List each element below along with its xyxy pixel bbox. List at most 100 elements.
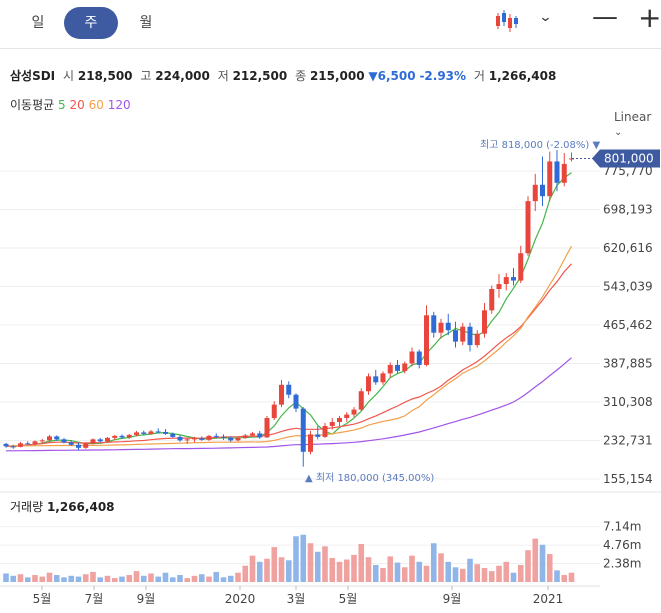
candle-body <box>221 436 226 438</box>
time-axis-label: 2020 <box>225 592 256 606</box>
volume-bar <box>438 553 444 582</box>
candle-body <box>112 435 118 438</box>
moving-average-legend[interactable]: 이동평균 5 20 60 120 <box>10 96 131 113</box>
tab-day[interactable]: 일 <box>31 15 45 31</box>
candle-body <box>141 432 147 434</box>
volume-bar <box>162 572 169 582</box>
volume-value: 1,266,408 <box>488 69 557 83</box>
chevron-down-icon[interactable]: ⌄ <box>538 10 553 25</box>
time-axis-label: 7월 <box>85 592 104 606</box>
candle-body <box>279 384 284 405</box>
volume-bar <box>445 561 452 582</box>
volume-bar <box>416 561 423 582</box>
volume-bar <box>235 572 241 582</box>
scale-selector[interactable]: Linear ⌄ <box>614 110 661 138</box>
volume-bar <box>46 572 53 582</box>
time-axis-label: 9월 <box>443 592 462 606</box>
candle-body <box>387 364 393 374</box>
tab-week[interactable]: 주 <box>64 7 118 39</box>
zoom-out-button[interactable]: — <box>592 2 618 32</box>
volume-axis-label: 7.14m <box>603 520 641 534</box>
price-axis-label: 387,885 <box>603 357 653 371</box>
volume-bar <box>61 577 67 582</box>
candle-body <box>155 431 161 433</box>
ma-120: 120 <box>107 98 131 112</box>
volume-bar <box>351 554 357 582</box>
price-axis-label: 775,770 <box>603 164 653 178</box>
candle-body <box>322 425 328 437</box>
candle-body <box>409 351 415 364</box>
volume-bar <box>561 575 568 582</box>
price-axis-label: 232,731 <box>603 434 653 448</box>
candle-body <box>54 436 60 440</box>
volume-bar <box>104 575 111 582</box>
candle-body <box>300 408 306 452</box>
candle-body <box>119 435 125 438</box>
open-value: 218,500 <box>77 69 133 83</box>
candle-body <box>163 431 168 434</box>
candle-body <box>329 422 335 426</box>
volume-bar <box>488 571 495 582</box>
candle-body <box>308 434 313 452</box>
candle-body <box>344 414 350 419</box>
volume-title-label: 거래량 <box>10 500 44 514</box>
ma-line-120 <box>6 357 572 452</box>
volume-bar <box>358 544 365 582</box>
candle-body <box>199 438 205 440</box>
price-axis-label: 465,462 <box>603 318 653 332</box>
volume-bar <box>68 575 75 582</box>
time-axis-label: 5월 <box>33 592 52 606</box>
ma-line-20 <box>5 263 572 448</box>
candle-body <box>68 442 74 445</box>
candle-body <box>380 373 386 383</box>
volume-bar <box>90 571 96 582</box>
candlestick-icon[interactable] <box>494 8 520 34</box>
volume-bar <box>394 562 401 582</box>
candle-body <box>460 326 466 342</box>
candle-body <box>97 439 103 442</box>
volume-bar <box>3 573 9 582</box>
volume-bar <box>503 561 510 582</box>
volume-bar <box>177 575 183 582</box>
low-label: 저 <box>217 69 229 83</box>
volume-bar <box>32 575 38 582</box>
ma-line-5 <box>5 172 572 448</box>
volume-bar <box>554 570 560 582</box>
candle-body <box>192 438 197 440</box>
volume-bar <box>169 577 176 582</box>
volume-title: 거래량 1,266,408 <box>10 498 115 515</box>
candle-body <box>177 436 183 441</box>
candle-body <box>83 443 89 448</box>
volume-bar <box>24 577 31 582</box>
volume-bar <box>532 538 539 582</box>
volume-bar <box>206 576 212 582</box>
price-axis-label: 698,193 <box>603 203 653 217</box>
volume-bar <box>242 565 249 582</box>
volume-bar <box>329 557 336 582</box>
zoom-in-button[interactable]: + <box>638 1 661 34</box>
ma-5: 5 <box>58 98 66 112</box>
volume-bar <box>293 536 299 582</box>
volume-bar <box>387 556 394 582</box>
volume-bar <box>380 568 386 582</box>
candle-body <box>453 330 458 342</box>
candle-body <box>235 437 241 441</box>
volume-bar <box>133 571 140 582</box>
candle-body <box>373 376 379 383</box>
candle-body <box>474 333 480 346</box>
candle-body <box>250 433 255 436</box>
time-axis-label: 5월 <box>339 592 358 606</box>
time-axis-label: 3월 <box>287 592 306 606</box>
volume-bar <box>539 544 546 582</box>
volume-bar <box>343 559 350 582</box>
candle-body <box>213 435 219 437</box>
open-label: 시 <box>62 69 75 83</box>
tab-month[interactable]: 월 <box>139 15 153 31</box>
volume-axis-label: 4.76m <box>603 538 641 552</box>
high-label: 고 <box>140 69 152 83</box>
candle-body <box>424 315 429 365</box>
volume-bar <box>256 561 263 582</box>
time-axis-label: 9월 <box>137 592 156 606</box>
volume-bar <box>430 543 437 582</box>
